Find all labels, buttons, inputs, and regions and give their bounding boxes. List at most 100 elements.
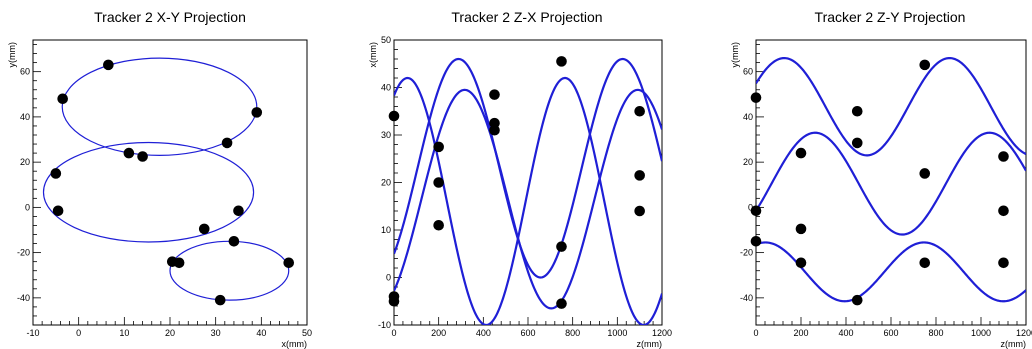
fit-helix-curve bbox=[756, 56, 1026, 157]
hit-point bbox=[998, 151, 1009, 162]
y-tick-label: 40 bbox=[381, 83, 391, 93]
y-tick-label: 50 bbox=[381, 35, 391, 45]
hit-point bbox=[433, 177, 444, 188]
y-tick-label: 40 bbox=[20, 112, 30, 122]
fit-helix-curve bbox=[394, 76, 662, 325]
x-tick-label: 600 bbox=[883, 328, 898, 338]
hit-point bbox=[919, 257, 931, 269]
hit-point bbox=[228, 236, 240, 247]
y-tick-label: 20 bbox=[20, 157, 30, 167]
chart-title: Tracker 2 Z-X Projection bbox=[451, 9, 602, 25]
x-tick-label: -10 bbox=[26, 328, 39, 338]
hit-point bbox=[851, 294, 863, 306]
hit-point bbox=[221, 137, 233, 149]
y-tick-label: 20 bbox=[381, 178, 391, 188]
fit-helix-curve bbox=[756, 131, 1026, 236]
x-axis-title: x(mm) bbox=[282, 339, 308, 349]
x-tick-label: 50 bbox=[302, 328, 312, 338]
hit-point bbox=[795, 147, 807, 159]
hit-point bbox=[750, 92, 762, 103]
x-tick-label: 0 bbox=[391, 328, 396, 338]
y-tick-label: -20 bbox=[740, 248, 753, 258]
hit-point bbox=[750, 205, 762, 217]
hit-point bbox=[283, 257, 295, 269]
y-tick-label: 60 bbox=[743, 67, 753, 77]
x-tick-label: 0 bbox=[753, 328, 758, 338]
fit-ellipse bbox=[169, 240, 290, 301]
y-tick-label: 60 bbox=[20, 67, 30, 77]
hit-point bbox=[123, 147, 135, 159]
hit-point bbox=[50, 168, 62, 179]
x-tick-label: 800 bbox=[565, 328, 580, 338]
y-tick-label: 10 bbox=[381, 225, 391, 235]
x-tick-label: 800 bbox=[928, 328, 943, 338]
hit-point bbox=[433, 141, 444, 153]
hit-point bbox=[998, 205, 1009, 217]
hit-point bbox=[556, 56, 567, 67]
x-tick-label: 0 bbox=[76, 328, 81, 338]
y-tick-label: -20 bbox=[17, 248, 30, 258]
fit-ellipse bbox=[61, 57, 258, 156]
hit-point bbox=[489, 89, 500, 100]
y-tick-label: 0 bbox=[25, 202, 30, 212]
x-tick-label: 400 bbox=[476, 328, 491, 338]
x-tick-label: 40 bbox=[256, 328, 266, 338]
hit-point bbox=[750, 236, 762, 247]
hit-point bbox=[634, 105, 645, 117]
fit-ellipse bbox=[42, 141, 255, 243]
fit-curves bbox=[42, 57, 290, 301]
x-tick-label: 600 bbox=[520, 328, 535, 338]
chart-title: Tracker 2 X-Y Projection bbox=[94, 9, 246, 25]
chart-title: Tracker 2 Z-Y Projection bbox=[815, 9, 966, 25]
hit-point bbox=[103, 59, 114, 71]
hit-point bbox=[851, 137, 863, 149]
chart-panel-1: Tracker 2 X-Y Projection -10 0 10 20 30 40 50 -4… bbox=[7, 9, 312, 349]
x-tick-label: 1200 bbox=[652, 328, 672, 338]
y-axis-title: x(mm) bbox=[368, 42, 378, 68]
hit-point bbox=[919, 59, 931, 71]
hit-point bbox=[556, 241, 567, 252]
y-tick-label: -10 bbox=[378, 320, 391, 330]
y-axis-title: y(mm) bbox=[7, 42, 17, 68]
x-tick-label: 1000 bbox=[971, 328, 991, 338]
hit-point bbox=[388, 295, 400, 307]
y-tick-label: 40 bbox=[743, 112, 753, 122]
x-tick-label: 1200 bbox=[1016, 328, 1032, 338]
hit-point bbox=[198, 223, 210, 235]
hit-point bbox=[173, 257, 185, 269]
hit-point bbox=[795, 223, 807, 235]
fit-curves bbox=[394, 57, 662, 325]
hit-point bbox=[388, 110, 400, 122]
y-tick-label: -40 bbox=[740, 293, 753, 303]
hit-point bbox=[919, 168, 931, 179]
hit-point bbox=[251, 107, 263, 118]
y-tick-label: 0 bbox=[748, 202, 753, 212]
x-tick-label: 10 bbox=[119, 328, 129, 338]
x-tick-label: 200 bbox=[793, 328, 808, 338]
y-tick-label: 0 bbox=[386, 273, 391, 283]
y-tick-label: -40 bbox=[17, 293, 30, 303]
y-axis-title: y(mm) bbox=[730, 42, 740, 68]
x-tick-label: 1000 bbox=[607, 328, 627, 338]
x-tick-label: 30 bbox=[211, 328, 221, 338]
hit-point bbox=[634, 205, 645, 217]
y-tick-label: 30 bbox=[381, 130, 391, 140]
hit-point bbox=[52, 205, 64, 217]
x-axis-title: z(mm) bbox=[637, 339, 663, 349]
hit-point bbox=[433, 219, 444, 231]
hit-point bbox=[634, 170, 645, 181]
hit-point bbox=[233, 205, 244, 217]
hit-point bbox=[57, 93, 68, 105]
hit-point bbox=[795, 257, 807, 269]
hit-point bbox=[214, 294, 226, 306]
hit-point bbox=[489, 124, 500, 136]
hit-point bbox=[851, 105, 863, 117]
plot-frame bbox=[755, 39, 1027, 326]
fit-helix-curve bbox=[394, 88, 662, 310]
x-tick-label: 20 bbox=[165, 328, 175, 338]
hit-point bbox=[556, 298, 567, 309]
fit-helix-curve bbox=[394, 57, 662, 279]
